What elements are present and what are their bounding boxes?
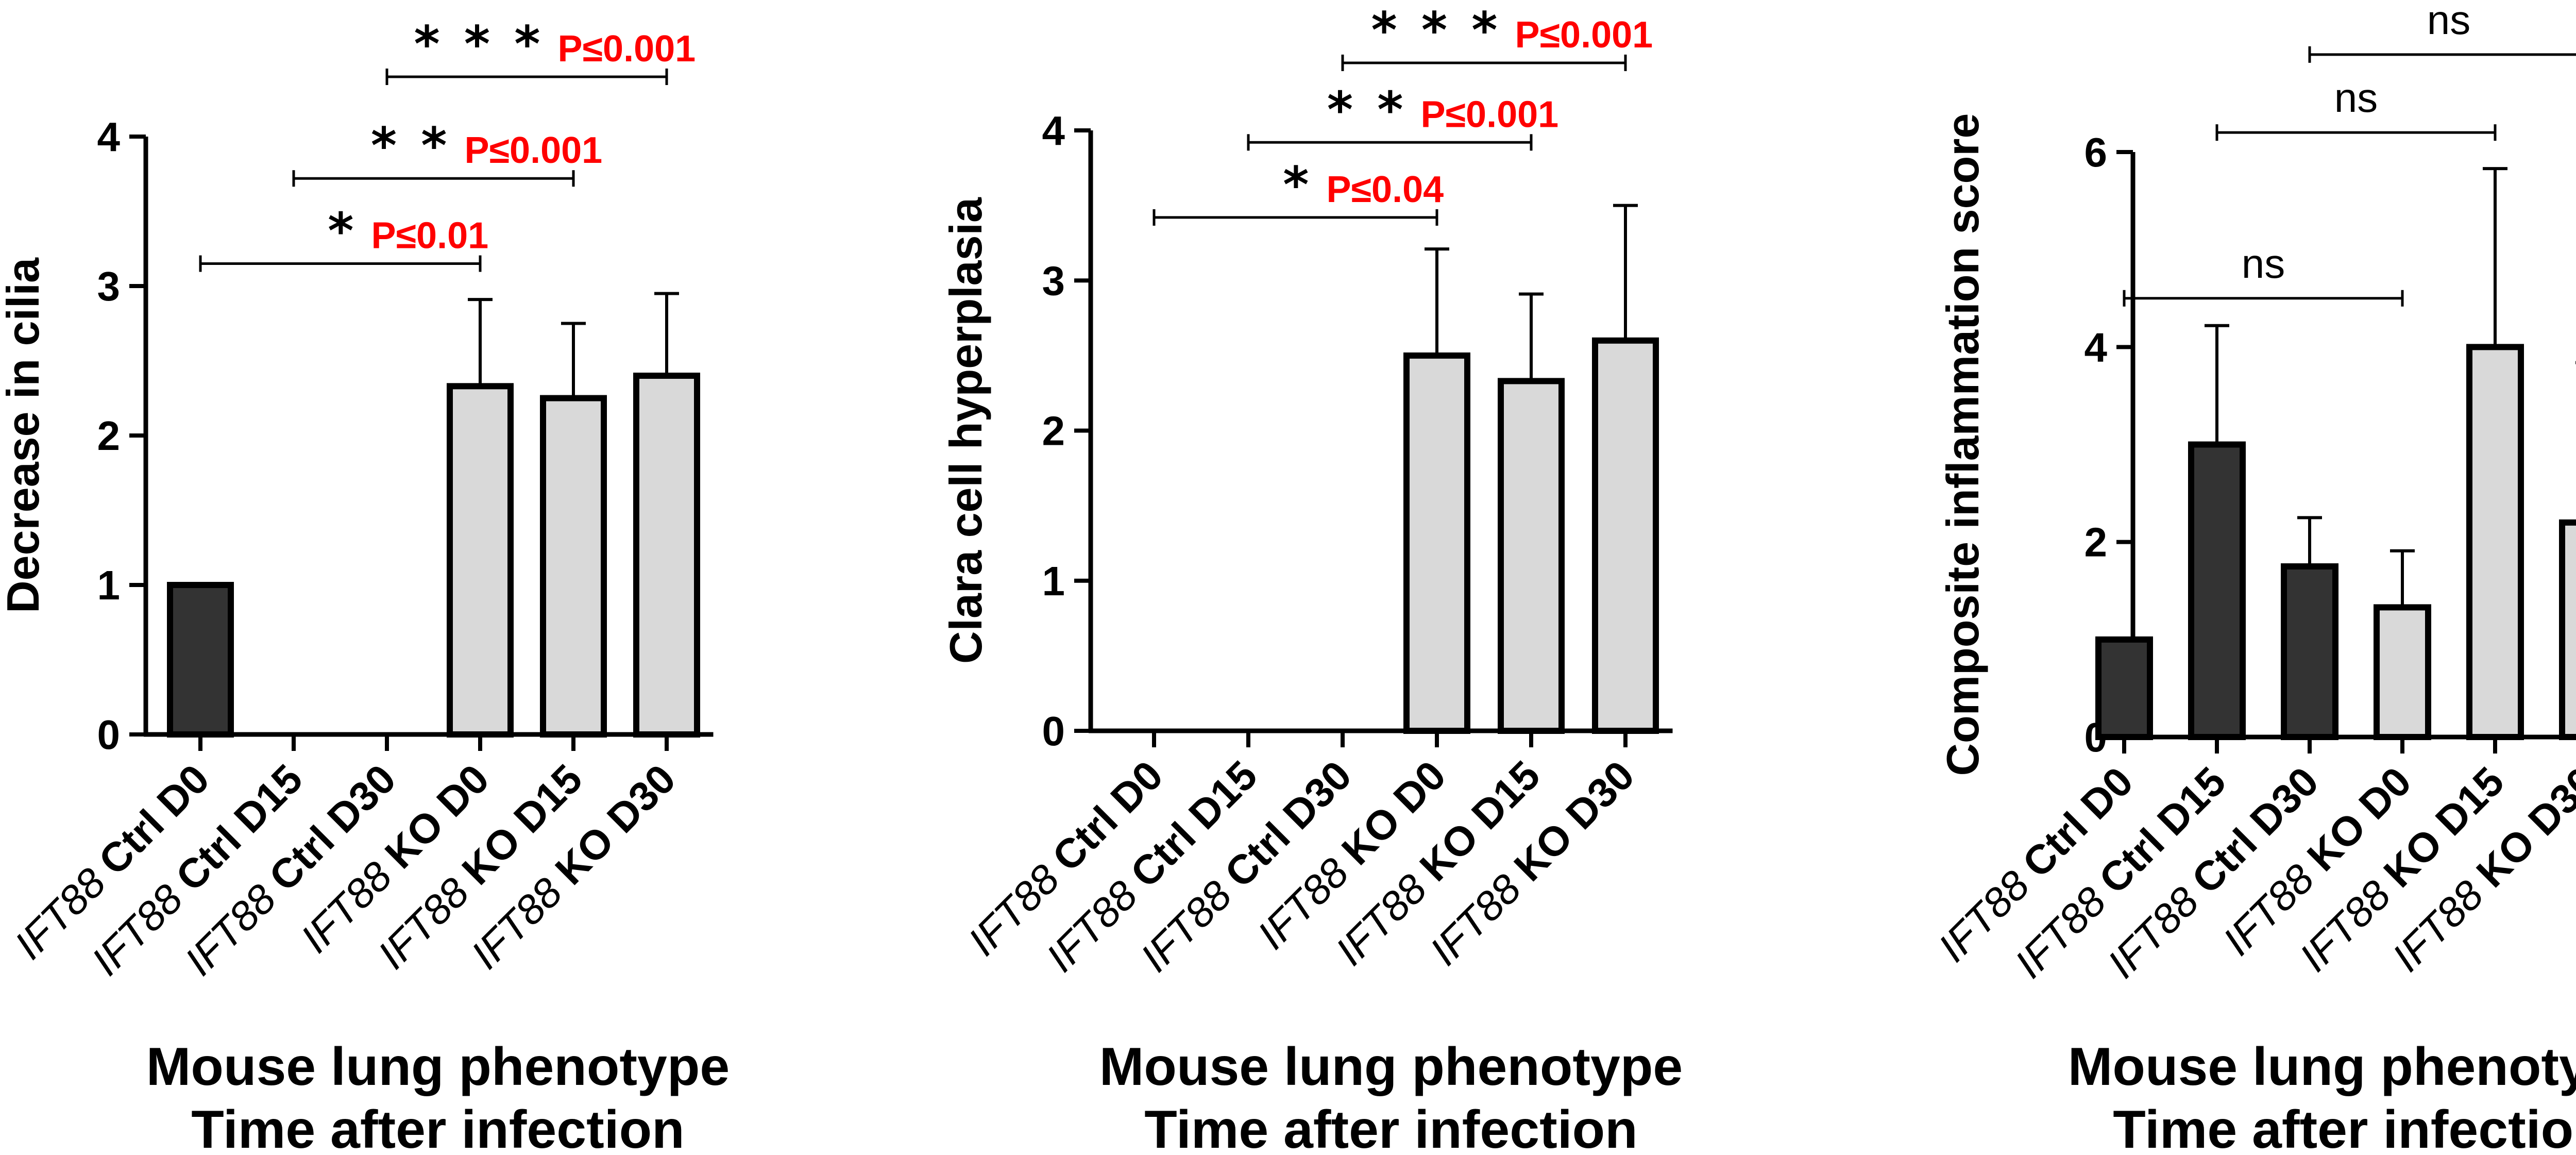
y-tick-label: 4 (1042, 108, 1065, 154)
y-tick-label: 2 (1042, 408, 1065, 454)
y-axis-title: Decrease in cilia (0, 257, 48, 613)
p-value-label: ns (2242, 241, 2285, 287)
p-value-label: P≤0.04 (1327, 169, 1444, 210)
y-tick-label: 4 (2084, 324, 2108, 370)
significance-stars: * * (371, 117, 454, 175)
bar (633, 373, 700, 738)
p-value-label: P≤0.001 (465, 130, 603, 171)
significance-stars: * * (1327, 81, 1411, 139)
p-value-label: P≤0.01 (371, 215, 489, 257)
significance-stars: * * * (414, 15, 548, 73)
bar (167, 582, 234, 738)
significance-stars: * (328, 203, 361, 260)
y-tick-label: 3 (1042, 258, 1065, 304)
y-axis-title: Composite inflammation score (1937, 113, 1988, 776)
y-tick-label: 6 (2084, 129, 2108, 175)
p-value-label: ns (2334, 75, 2378, 121)
y-axis-title: Clara cell hyperplasia (940, 197, 991, 664)
x-axis-title: Mouse lung phenotype (1099, 1037, 1683, 1097)
bar (2374, 604, 2431, 740)
bar (1592, 337, 1659, 734)
y-tick-label: 0 (1042, 708, 1065, 754)
bar (2095, 636, 2153, 741)
y-tick-label: 2 (2084, 520, 2108, 565)
significance-stars: * * * (1371, 2, 1505, 59)
bar (2559, 519, 2576, 740)
y-tick-label: 3 (97, 263, 121, 309)
y-tick-label: 0 (97, 712, 121, 758)
x-axis-title: Time after infection (2113, 1100, 2576, 1155)
bar (2188, 441, 2246, 740)
bar (1498, 378, 1565, 734)
y-tick-label: 4 (97, 114, 121, 160)
x-axis-title: Mouse lung phenotype (146, 1037, 730, 1097)
p-value-label: P≤0.001 (1515, 14, 1653, 56)
p-value-label: P≤0.001 (1421, 94, 1559, 135)
significance-stars: * (1283, 156, 1316, 214)
bar (540, 395, 607, 738)
y-tick-label: 1 (1042, 558, 1065, 604)
x-axis-title: Time after infection (191, 1100, 684, 1155)
y-tick-label: 2 (97, 413, 121, 459)
bar (2281, 563, 2338, 741)
bar (1403, 352, 1470, 734)
p-value-label: ns (2427, 0, 2471, 43)
x-axis-title: Time after infection (1144, 1100, 1637, 1155)
bar (2466, 344, 2524, 740)
x-axis-title: Mouse lung phenotype (2068, 1037, 2576, 1097)
p-value-label: P≤0.001 (558, 28, 696, 70)
y-tick-label: 1 (97, 562, 121, 608)
bar (447, 383, 514, 738)
